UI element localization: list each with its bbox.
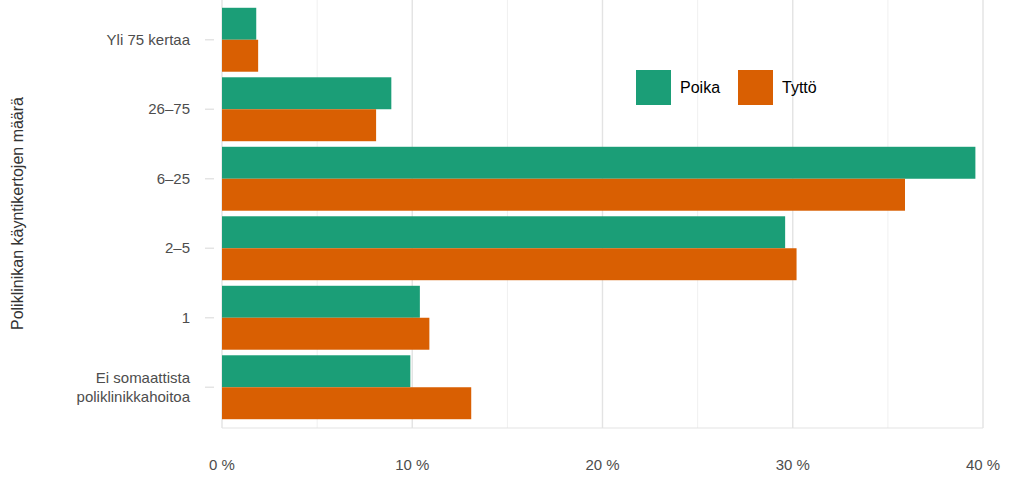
- minor-grid-line: [697, 0, 698, 428]
- y-tick-label: 2–5: [165, 239, 190, 256]
- grid: [222, 0, 983, 428]
- bar: [222, 147, 975, 179]
- y-tick-label: 6–25: [157, 170, 190, 187]
- x-tick-label: 0 %: [209, 456, 235, 473]
- grid-line: [602, 0, 603, 428]
- chart-svg: 0 % 10 % 20 % 30 % 40 % Yli 75 kertaa 26–75 6–2…: [0, 0, 1024, 488]
- y-tick: [205, 109, 214, 110]
- legend-swatch: [738, 70, 773, 105]
- bar: [222, 179, 905, 211]
- y-tick: [205, 387, 214, 388]
- bar: [222, 248, 797, 280]
- chart-container: 0 % 10 % 20 % 30 % 40 % Yli 75 kertaa 26–75 6–2…: [0, 0, 1024, 488]
- x-tick-label: 20 %: [585, 456, 619, 473]
- y-tick-label: Ei somaattistapoliklinikkahoitoa: [77, 369, 191, 405]
- legend-swatch: [636, 70, 671, 105]
- grid-line: [982, 0, 983, 428]
- legend-label: Tyttö: [782, 79, 817, 96]
- grid-line: [792, 0, 793, 428]
- y-axis-title: Poliklinikan käyntikertojen määrä: [9, 97, 26, 330]
- bar: [222, 109, 376, 141]
- legend-label: Poika: [680, 79, 720, 96]
- bar: [222, 355, 410, 387]
- x-axis-line: [222, 428, 983, 429]
- x-tick-label: 30 %: [776, 456, 810, 473]
- minor-grid-line: [887, 0, 888, 428]
- y-tick: [205, 39, 214, 40]
- y-tick: [205, 248, 214, 249]
- bar: [222, 286, 420, 318]
- bar: [222, 77, 391, 109]
- minor-grid-line: [507, 0, 508, 428]
- x-tick-label: 40 %: [966, 456, 1000, 473]
- legend: Poika Tyttö: [636, 70, 817, 105]
- y-tick: [205, 178, 214, 179]
- bar: [222, 318, 429, 350]
- grid-line: [412, 0, 413, 428]
- bars: [222, 8, 975, 419]
- bar: [222, 8, 256, 40]
- y-tick-label: 26–75: [148, 100, 190, 117]
- x-tick-label: 10 %: [395, 456, 429, 473]
- y-tick-label: Yli 75 kertaa: [107, 31, 191, 48]
- bar: [222, 40, 258, 72]
- y-tick-label: 1: [182, 309, 190, 326]
- bar: [222, 216, 785, 248]
- y-tick: [205, 317, 214, 318]
- bar: [222, 387, 471, 419]
